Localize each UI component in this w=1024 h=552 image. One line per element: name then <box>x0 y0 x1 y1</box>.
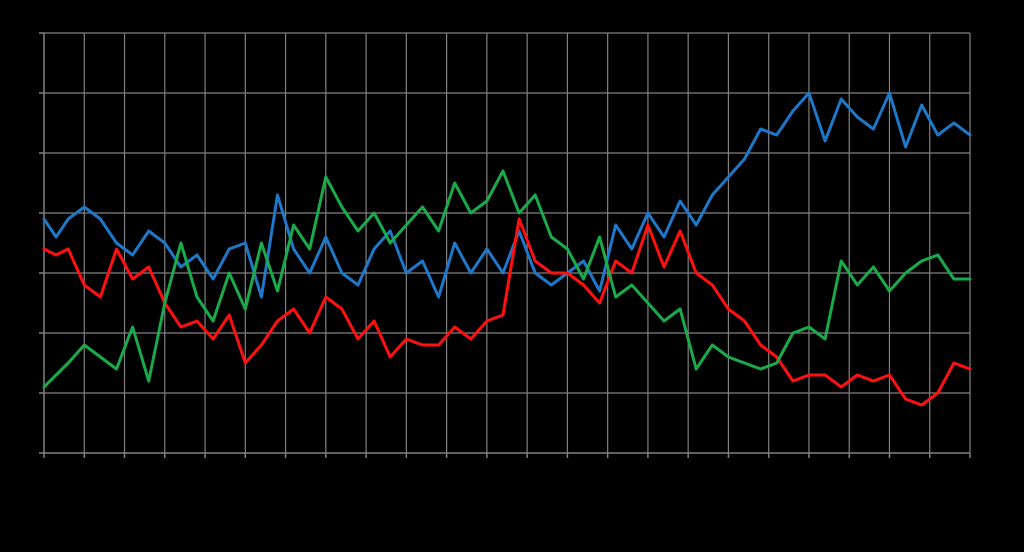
series-line-1 <box>42 217 972 407</box>
axes <box>39 32 971 458</box>
series-line-2 <box>42 169 972 389</box>
series-line-0 <box>42 91 972 299</box>
series-group <box>42 91 972 407</box>
